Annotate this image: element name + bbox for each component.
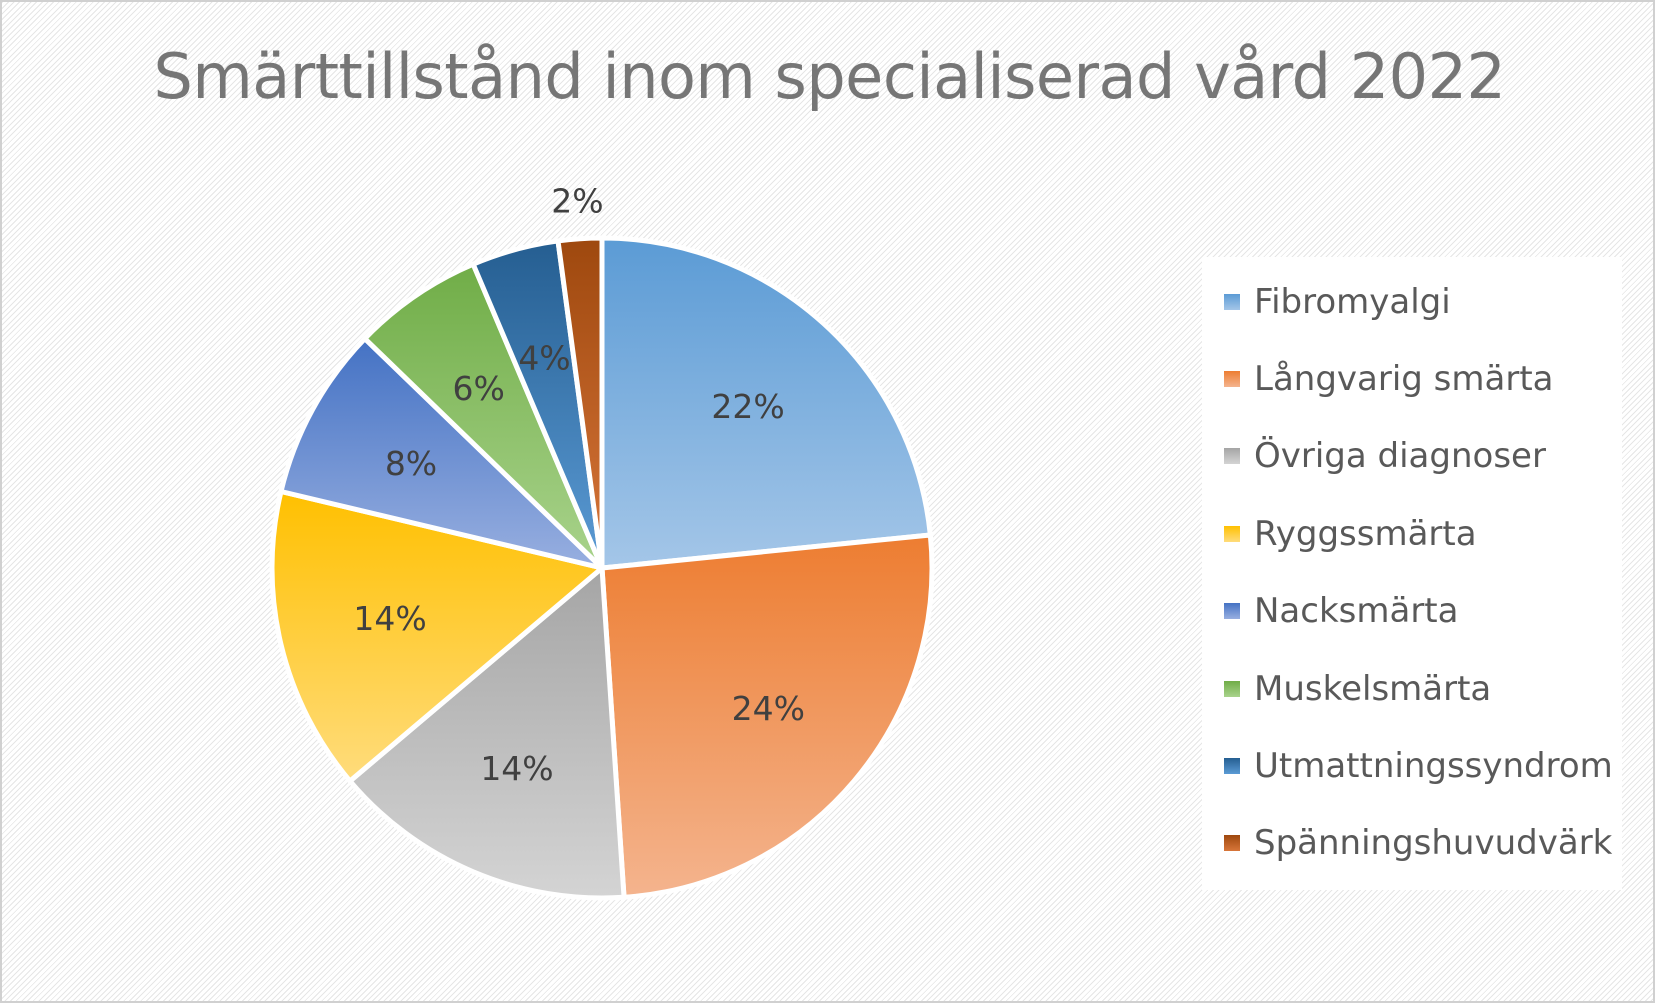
legend-label: Utmattningssyndrom bbox=[1254, 746, 1613, 787]
legend-item: Spänningshuvudvärk bbox=[1202, 805, 1622, 882]
pie-slice-3 bbox=[347, 565, 627, 901]
data-label-2: 24% bbox=[732, 689, 805, 728]
chart-title: Smärttillstånd inom specialiserad vård 2… bbox=[153, 40, 1506, 113]
legend-item: Nacksmärta bbox=[1202, 573, 1622, 650]
legend-item: Ryggssmärta bbox=[1202, 495, 1622, 572]
legend-swatch bbox=[1224, 371, 1240, 388]
pie-slice-4 bbox=[269, 489, 605, 784]
legend-swatch bbox=[1224, 603, 1240, 620]
legend-swatch bbox=[1224, 448, 1240, 465]
legend-item: Utmattningssyndrom bbox=[1202, 727, 1622, 804]
legend-swatch bbox=[1224, 680, 1240, 697]
legend-label: Ryggssmärta bbox=[1254, 513, 1477, 554]
pie-data-labels: 22% 24% 14% 14% 8% 6% 4% 2% bbox=[353, 181, 805, 788]
pie-slice-1 bbox=[599, 235, 933, 571]
pie-slice-8 bbox=[555, 235, 605, 571]
legend-item: Fibromyalgi bbox=[1202, 263, 1622, 340]
data-label-3: 14% bbox=[480, 749, 553, 788]
pie-slices bbox=[269, 235, 935, 901]
legend-swatch bbox=[1224, 293, 1240, 310]
legend-swatch bbox=[1224, 835, 1240, 852]
legend-swatch bbox=[1224, 758, 1240, 775]
data-label-6: 6% bbox=[453, 369, 505, 408]
data-label-4: 14% bbox=[353, 599, 426, 638]
legend-label: Fibromyalgi bbox=[1254, 281, 1451, 322]
legend-label: Spänningshuvudvärk bbox=[1254, 823, 1613, 864]
legend-item: Muskelsmärta bbox=[1202, 650, 1622, 727]
legend: Fibromyalgi Långvarig smärta Övriga diagno… bbox=[1202, 257, 1622, 891]
pie-slice-2 bbox=[599, 532, 935, 900]
pie-slice-6 bbox=[362, 261, 605, 571]
data-label-1: 22% bbox=[711, 387, 784, 426]
data-label-7: 4% bbox=[518, 338, 570, 377]
legend-label: Övriga diagnoser bbox=[1254, 436, 1546, 477]
legend-swatch bbox=[1224, 525, 1240, 542]
data-label-5: 8% bbox=[385, 444, 437, 483]
data-label-8: 2% bbox=[551, 181, 603, 220]
pie-slice-5 bbox=[278, 336, 605, 571]
legend-item: Övriga diagnoser bbox=[1202, 418, 1622, 495]
legend-item: Långvarig smärta bbox=[1202, 340, 1622, 417]
legend-label: Muskelsmärta bbox=[1254, 668, 1492, 709]
legend-label: Långvarig smärta bbox=[1254, 359, 1554, 400]
legend-label: Nacksmärta bbox=[1254, 591, 1459, 632]
